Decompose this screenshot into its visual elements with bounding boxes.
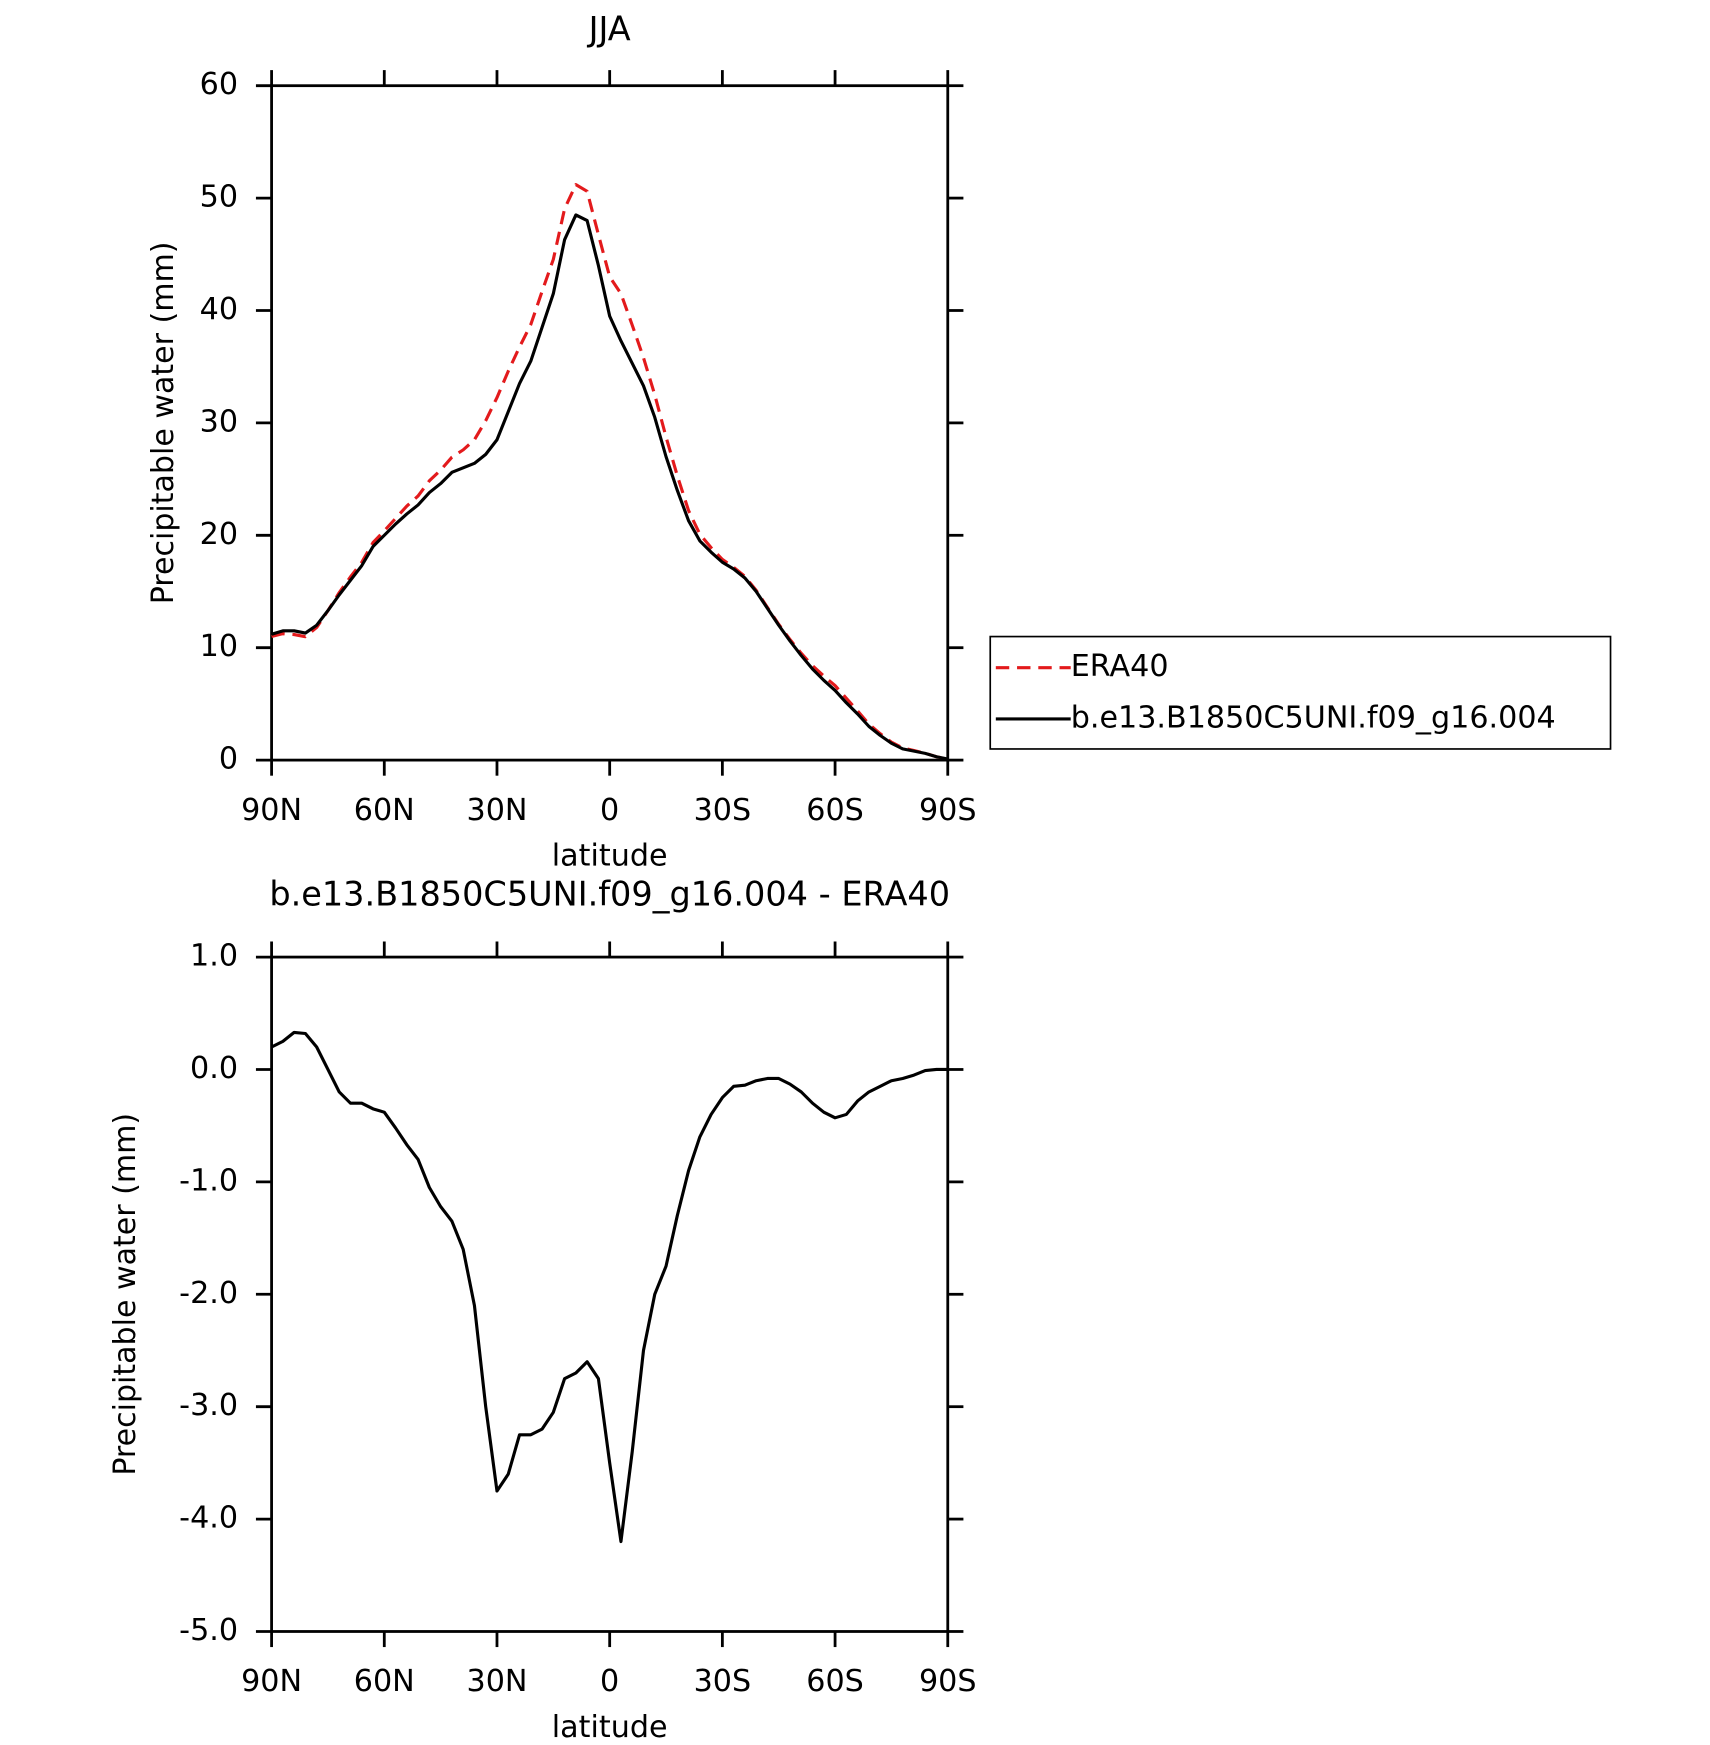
legend-label: b.e13.B1850C5UNI.f09_g16.004 (1071, 700, 1556, 735)
y-tick-label: 10 (200, 629, 238, 664)
x-tick-label: 30N (466, 1664, 527, 1699)
x-tick-label: 0 (600, 1664, 619, 1699)
y-tick-label: -3.0 (179, 1388, 238, 1423)
y-tick-label: 60 (200, 67, 238, 102)
x-tick-label: 90N (241, 793, 302, 828)
plot-frame (270, 955, 950, 1633)
legend-label: ERA40 (1071, 649, 1169, 684)
x-tick-label: 60N (354, 793, 415, 828)
x-tick-label: 60S (806, 1664, 864, 1699)
x-tick-label: 60N (354, 1664, 415, 1699)
line-series (271, 213, 949, 761)
y-tick-label: 0.0 (190, 1051, 238, 1086)
y-tick-label: -4.0 (179, 1501, 238, 1536)
y-tick-label: -1.0 (179, 1163, 238, 1198)
line-series (270, 1030, 948, 1544)
y-tick-label: 20 (200, 517, 238, 552)
y-tick-label: 50 (200, 180, 238, 215)
x-tick-label: 30S (694, 1664, 752, 1699)
x-axis-label: latitude (552, 838, 668, 873)
x-tick-label: 90N (241, 1664, 302, 1699)
y-tick-label: 0 (219, 742, 238, 777)
legend: ERA40 b.e13.B1850C5UNI.f09_g16.004 (989, 635, 1612, 750)
x-tick-label: 60S (806, 793, 864, 828)
y-axis-label: Precipitable water (mm) (108, 1113, 143, 1476)
x-tick-label: 0 (600, 793, 619, 828)
line-series (271, 183, 949, 761)
x-tick-label: 30N (466, 793, 527, 828)
y-axis-label: Precipitable water (mm) (146, 241, 181, 604)
plot-frame (270, 84, 950, 762)
x-tick-label: 30S (694, 793, 752, 828)
y-tick-label: 1.0 (190, 939, 238, 974)
x-tick-label: 90S (919, 1664, 977, 1699)
y-tick-label: -5.0 (179, 1613, 238, 1648)
y-tick-label: -2.0 (179, 1276, 238, 1311)
y-tick-label: 40 (200, 292, 238, 327)
x-tick-label: 90S (919, 793, 977, 828)
x-axis-label: latitude (552, 1710, 668, 1745)
chart-title: JJA (587, 10, 631, 49)
chart-title: b.e13.B1850C5UNI.f09_g16.004 - ERA40 (269, 874, 950, 913)
legend-box (989, 635, 1612, 750)
y-tick-label: 30 (200, 404, 238, 439)
